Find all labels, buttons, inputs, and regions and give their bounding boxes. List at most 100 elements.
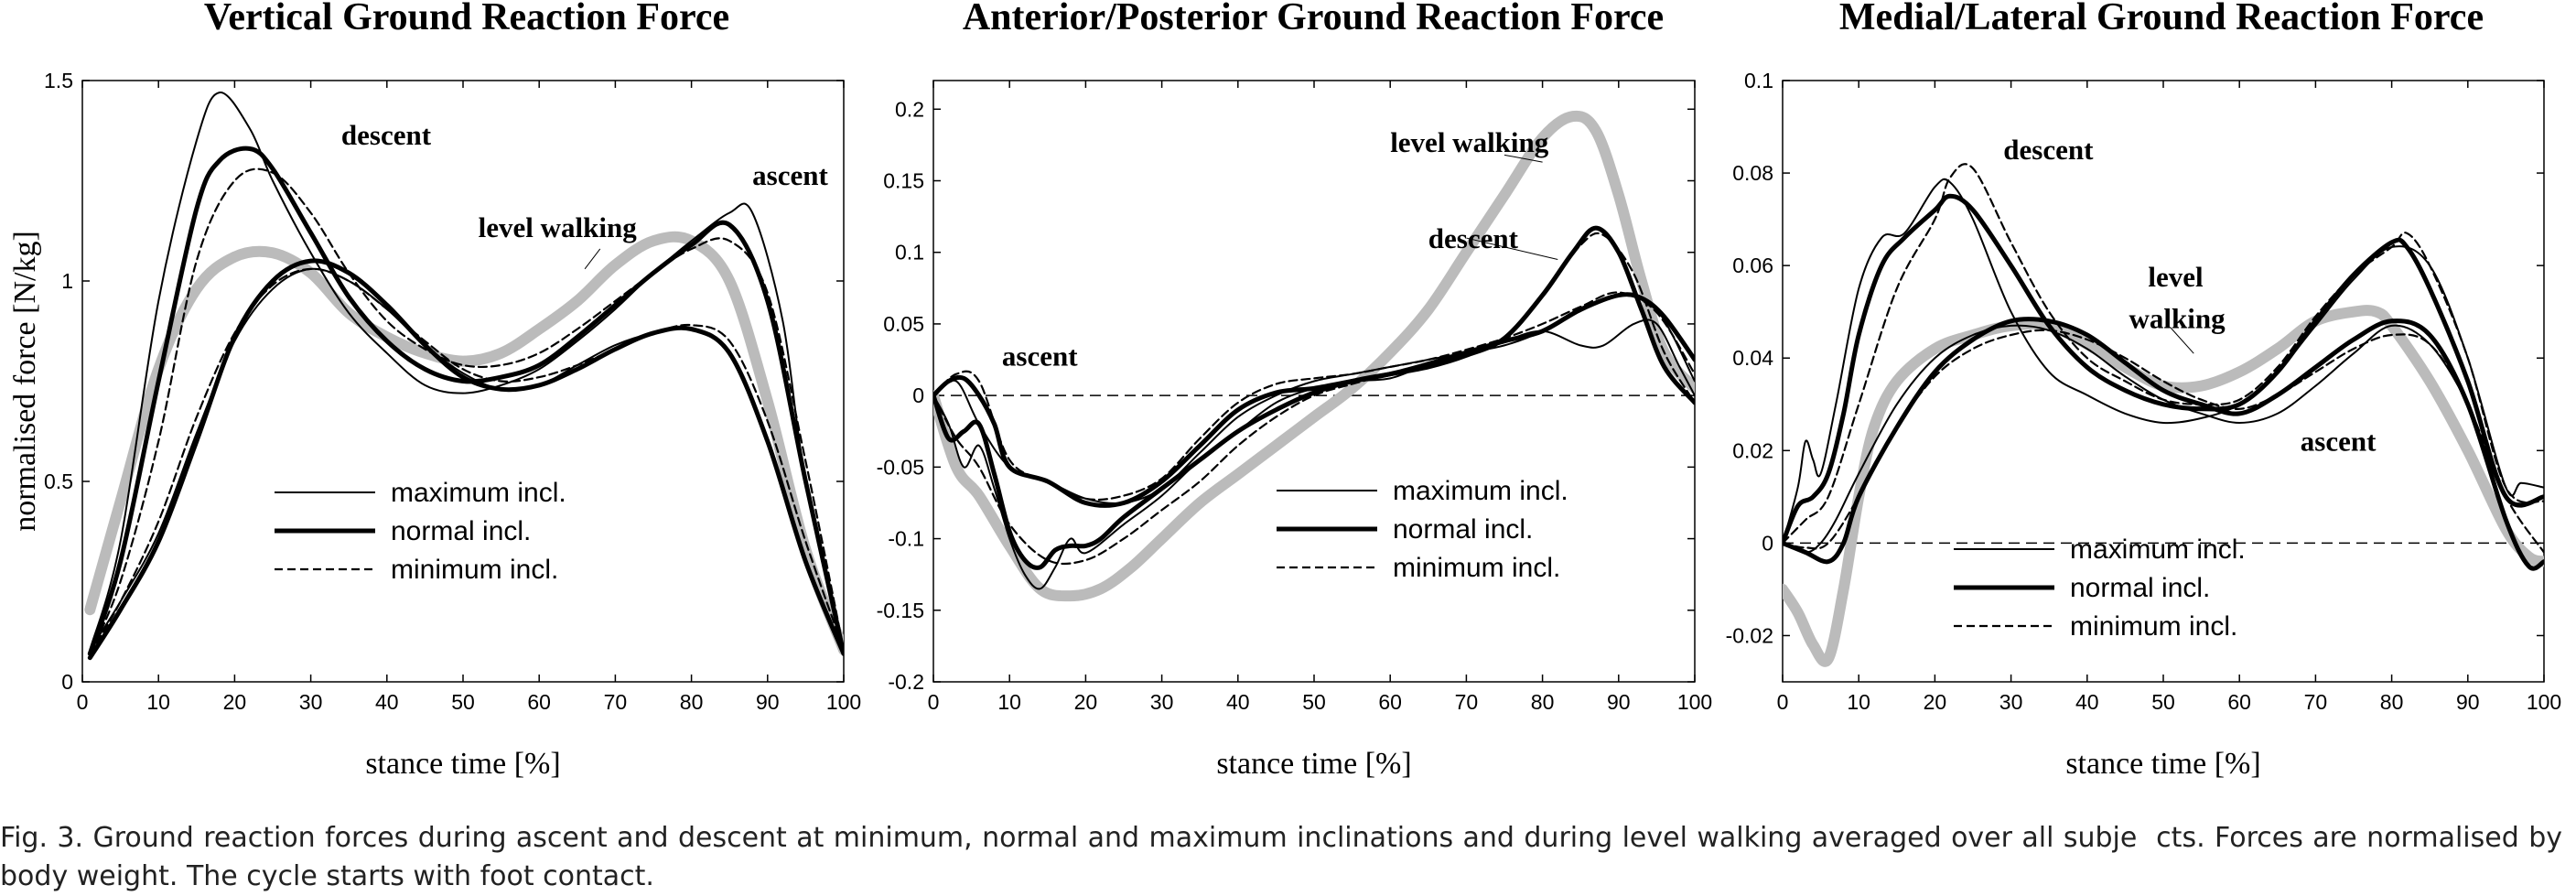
series-line-min-1: [933, 232, 1695, 566]
y-tick-label: 0.1: [1744, 69, 1773, 92]
x-tick-label: 40: [2075, 690, 2099, 714]
legend-label: normal incl.: [391, 516, 531, 546]
chart-title: Vertical Ground Reaction Force: [204, 0, 729, 38]
x-tick-label: 70: [2304, 690, 2328, 714]
y-tick-label: 0.06: [1732, 254, 1773, 277]
x-axis-label: stance time [%]: [1216, 747, 1411, 781]
x-tick-label: 20: [1074, 690, 1098, 714]
annotation-label: level walking: [1390, 126, 1549, 158]
x-tick-label: 100: [1677, 690, 1712, 714]
x-tick-label: 70: [1455, 690, 1479, 714]
x-tick-label: 10: [146, 690, 170, 714]
y-tick-label: 0.15: [883, 169, 924, 193]
y-tick-label: -0.05: [877, 455, 924, 479]
y-tick-label: 1: [61, 269, 73, 293]
legend-label: normal incl.: [2070, 573, 2210, 603]
annotation-leader-line: [1504, 154, 1543, 163]
series-line-normal-1: [1783, 193, 2544, 545]
chart-title: Anterior/Posterior Ground Reaction Force: [963, 0, 1664, 38]
x-tick-label: 0: [1777, 690, 1789, 714]
legend-label: maximum incl.: [1393, 476, 1568, 506]
series-line-level-1: [84, 231, 844, 655]
legend-label: minimum incl.: [1393, 553, 1560, 583]
y-tick-label: -0.02: [1726, 623, 1773, 647]
x-tick-label: 50: [1302, 690, 1326, 714]
annotation-label: descent: [341, 119, 432, 151]
annotation-label: ascent: [2301, 425, 2377, 457]
annotation-label: descent: [1428, 222, 1519, 254]
x-tick-label: 50: [2151, 690, 2175, 714]
annotation-leader-line: [1466, 237, 1558, 261]
y-tick-label: 0.2: [895, 97, 924, 121]
series-line-min-2: [933, 291, 1695, 502]
x-axis-label: stance time [%]: [365, 747, 560, 781]
legend-label: normal incl.: [1393, 514, 1533, 545]
series-line-max-1: [1783, 178, 2544, 545]
x-tick-label: 100: [2527, 690, 2561, 714]
x-tick-label: 60: [527, 690, 551, 714]
x-tick-label: 90: [756, 690, 780, 714]
x-tick-label: 10: [1847, 690, 1870, 714]
x-tick-label: 20: [1924, 690, 1947, 714]
annotation-label: level walking: [479, 211, 638, 243]
series-line-normal-1: [933, 225, 1695, 570]
y-tick-label: 0.04: [1732, 346, 1773, 370]
y-tick-label: 0.05: [883, 312, 924, 336]
annotation-label: ascent: [752, 159, 828, 191]
x-tick-label: 0: [928, 690, 940, 714]
annotation-label: descent: [2003, 134, 2094, 166]
y-tick-label: 0: [912, 383, 924, 407]
series-line-min-2: [89, 267, 844, 655]
series-line-normal-2: [933, 292, 1695, 508]
annotation-label: ascent: [1002, 340, 1078, 372]
x-tick-label: 50: [451, 690, 475, 714]
legend-label: maximum incl.: [391, 478, 566, 508]
annotation-label: walking: [2129, 302, 2226, 334]
x-axis-label: stance time [%]: [2065, 747, 2260, 781]
legend-label: minimum incl.: [2070, 611, 2237, 642]
legend-label: maximum incl.: [2070, 534, 2246, 565]
x-tick-label: 60: [2227, 690, 2251, 714]
y-tick-label: 0: [1762, 531, 1773, 555]
x-tick-label: 40: [1226, 690, 1250, 714]
figure-caption: Fig. 3. Ground reaction forces during as…: [0, 822, 2571, 892]
annotation-leader-line: [2170, 328, 2194, 354]
x-tick-label: 30: [1150, 690, 1174, 714]
series-line-normal-1: [87, 146, 844, 656]
y-tick-label: 0: [61, 670, 73, 694]
series-line-max-2: [933, 294, 1695, 505]
panel-anterior-posterior: Anterior/Posterior Ground Reaction Force…: [877, 0, 1713, 781]
y-tick-label: 0.5: [44, 470, 73, 493]
x-tick-label: 20: [223, 690, 247, 714]
x-tick-label: 90: [2456, 690, 2480, 714]
series-line-min-1: [1783, 163, 2544, 545]
series-line-max-2: [89, 267, 844, 655]
series-line-max-1: [89, 92, 844, 651]
x-tick-label: 70: [604, 690, 628, 714]
series-line-min-1: [89, 167, 844, 655]
chart-title: Medial/Lateral Ground Reaction Force: [1839, 0, 2484, 38]
y-tick-label: -0.15: [877, 599, 924, 622]
y-tick-label: 0.1: [895, 241, 924, 264]
y-tick-label: 0.02: [1732, 438, 1773, 462]
y-tick-label: -0.1: [888, 527, 924, 551]
x-tick-label: 100: [826, 690, 861, 714]
x-tick-label: 40: [375, 690, 399, 714]
y-axis-label: normalised force [N/kg]: [8, 231, 42, 532]
x-tick-label: 80: [2380, 690, 2404, 714]
series-line-max-2: [1783, 324, 2544, 554]
series-line-normal-2: [87, 258, 844, 661]
x-tick-label: 30: [1999, 690, 2023, 714]
panel-medial-lateral: Medial/Lateral Ground Reaction Force 0 10 2…: [1726, 0, 2562, 781]
series-line-normal-2: [1783, 317, 2544, 571]
x-tick-label: 80: [680, 690, 704, 714]
annotation-label: level: [2148, 261, 2204, 293]
x-tick-label: 90: [1607, 690, 1631, 714]
x-tick-label: 60: [1378, 690, 1402, 714]
x-tick-label: 0: [77, 690, 89, 714]
y-tick-label: 0.08: [1732, 161, 1773, 185]
x-tick-label: 10: [997, 690, 1021, 714]
legend-label: minimum incl.: [391, 555, 558, 585]
